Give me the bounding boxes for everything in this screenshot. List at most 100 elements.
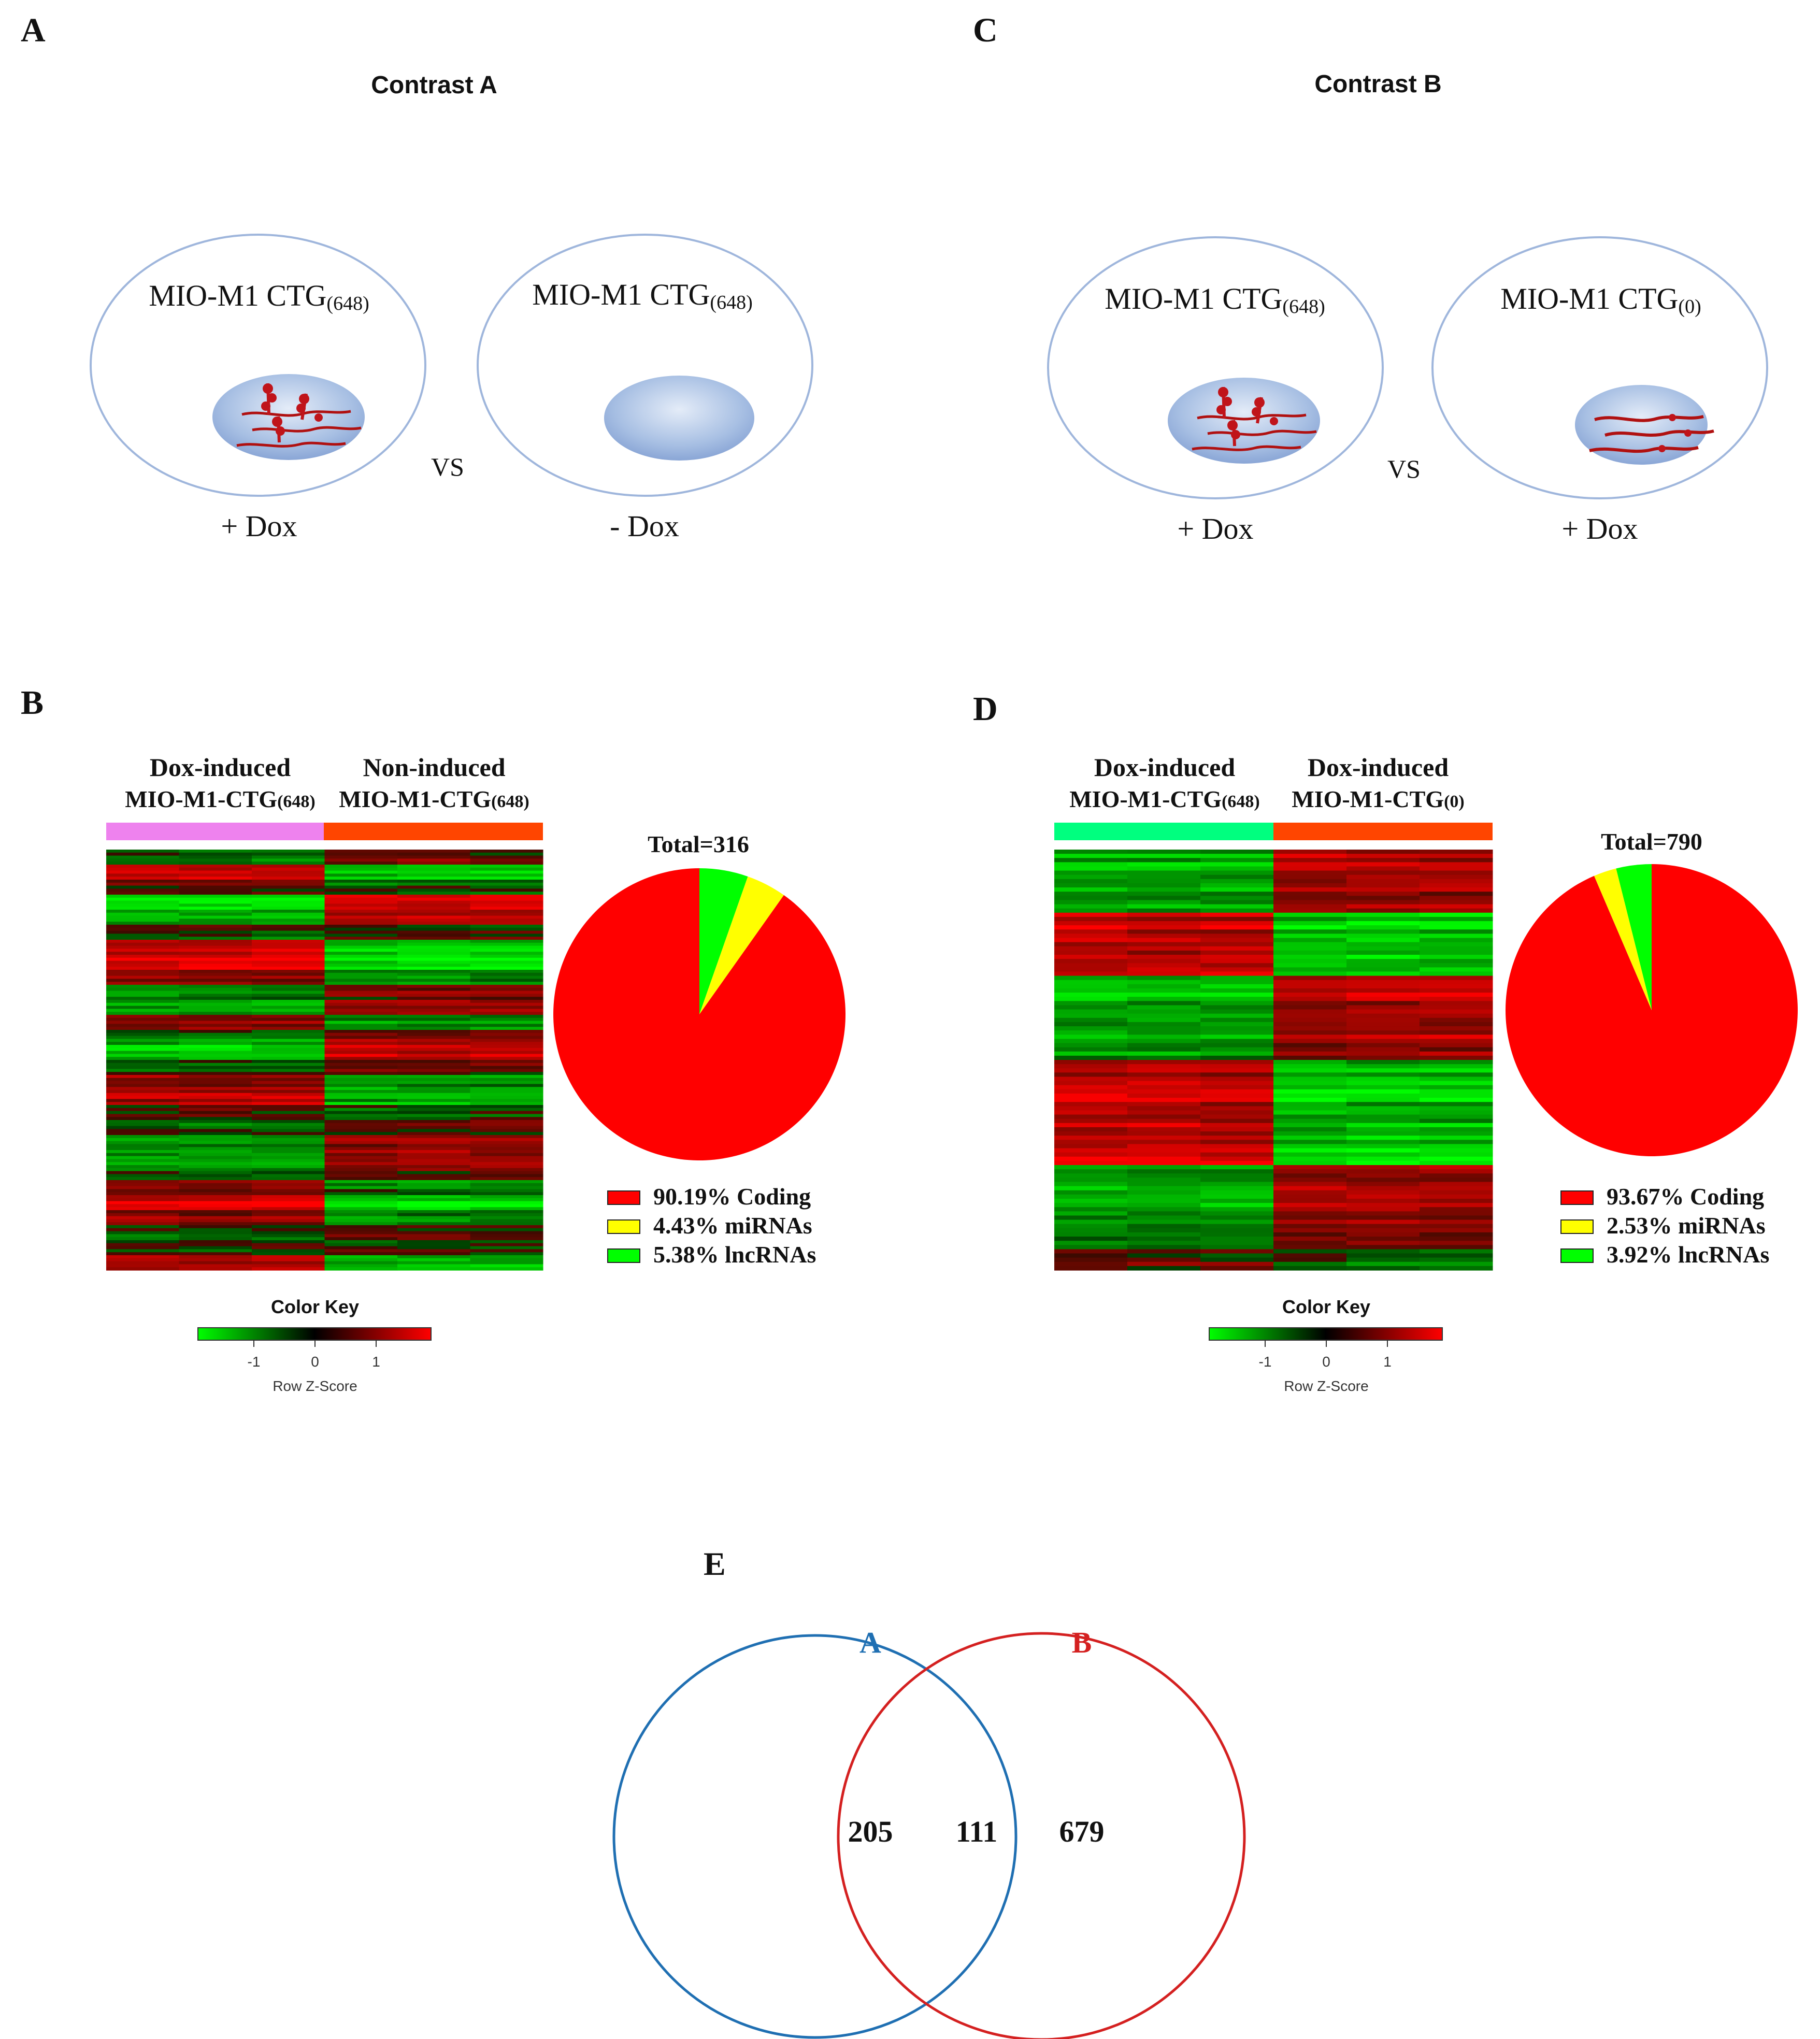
- heatmap-cell: [252, 1156, 325, 1159]
- heatmap-cell: [1346, 1131, 1420, 1136]
- legend-label-coding: 93.67% Coding: [1607, 1183, 1764, 1210]
- heatmap-cell: [470, 1047, 543, 1052]
- heatmap-cell: [1127, 850, 1201, 854]
- heatmap-cell: [397, 1117, 470, 1121]
- heatmap-cell: [1054, 1190, 1128, 1195]
- heatmap-cell: [470, 1032, 543, 1037]
- heatmap-cell: [252, 970, 325, 973]
- condition-left-A: + Dox: [221, 509, 297, 543]
- heatmap-cell: [179, 1150, 252, 1154]
- heatmap-cell: [1273, 874, 1347, 880]
- heatmap-cell: [1346, 950, 1420, 955]
- heatmap-cell: [1054, 1211, 1128, 1216]
- heatmap-cell: [1420, 1098, 1493, 1102]
- heatmap-cell: [1346, 1035, 1420, 1039]
- heatmap-cell: [1200, 1051, 1274, 1056]
- heatmap-cell: [1054, 1261, 1128, 1267]
- heatmap-cell: [1273, 879, 1347, 884]
- heatmap-cell: [252, 940, 325, 943]
- heatmap-cell: [106, 1243, 179, 1247]
- heatmap-cell: [397, 922, 470, 925]
- heatmap-cell: [1346, 1072, 1420, 1078]
- heatmap-cell: [1273, 896, 1347, 901]
- pie-chart-D: [1505, 864, 1798, 1156]
- heatmap-cell: [1127, 1160, 1201, 1166]
- heatmap-cell: [179, 955, 252, 958]
- heatmap-cell: [1420, 1165, 1493, 1170]
- heatmap-cell: [1273, 1198, 1347, 1203]
- heatmap-cell: [1127, 912, 1201, 917]
- heatmap-cell: [1054, 1144, 1128, 1149]
- heatmap-cell: [470, 945, 543, 949]
- venn-label-B: B: [1072, 1626, 1092, 1659]
- heatmap-cell: [1127, 1228, 1201, 1233]
- heatmap-cell: [397, 1243, 470, 1247]
- heatmap-cell: [1346, 963, 1420, 968]
- heatmap-cell: [1127, 1005, 1201, 1010]
- heatmap-cell: [1127, 900, 1201, 905]
- heatmap-cell: [252, 858, 325, 862]
- heatmap-cell: [1127, 1051, 1201, 1056]
- heatmap-cell: [1200, 1156, 1274, 1161]
- cell-left-C: [1047, 236, 1384, 499]
- heatmap-cell: [1273, 1237, 1347, 1241]
- heatmap-cell: [1200, 1169, 1274, 1174]
- heatmap-cell: [1054, 1047, 1128, 1052]
- heatmap-cell: [1127, 984, 1201, 989]
- color-key-tick: -1: [1259, 1354, 1272, 1370]
- heatmap-cell: [324, 937, 398, 940]
- heatmap-cell: [324, 852, 398, 856]
- heatmap-cell: [397, 1135, 470, 1139]
- panel-letter-A: A: [21, 11, 46, 49]
- heatmap-cell: [397, 945, 470, 949]
- heatmap-cell: [1273, 1207, 1347, 1212]
- heatmap-cell: [397, 925, 470, 928]
- heatmap-cell: [470, 861, 543, 865]
- heatmap-cell: [252, 1129, 325, 1132]
- heatmap-cell: [1346, 866, 1420, 871]
- heatmap-cell: [470, 873, 543, 877]
- heatmap-cell: [1054, 892, 1128, 896]
- heatmap-cell: [252, 1231, 325, 1234]
- heatmap-cell: [106, 1036, 179, 1039]
- heatmap-cell: [324, 1015, 398, 1018]
- heatmap-cell: [324, 990, 398, 994]
- heatmap-cell: [470, 1126, 543, 1129]
- heatmap-cell: [1420, 1245, 1493, 1250]
- heatmap-cell: [106, 1054, 179, 1057]
- heatmap-cell: [1420, 942, 1493, 947]
- heatmap-cell: [179, 1207, 252, 1211]
- heatmap-cell: [1200, 1224, 1274, 1229]
- legend-swatch-lncrnas: [1560, 1248, 1594, 1263]
- heatmap-cell: [1346, 858, 1420, 863]
- heatmap-cell: [1346, 1055, 1420, 1060]
- heatmap-cell: [397, 1108, 470, 1112]
- heatmap-cell: [1127, 929, 1201, 934]
- heatmap-cell: [179, 949, 252, 952]
- heatmap-cell: [470, 918, 543, 922]
- heatmap-cell: [179, 1210, 252, 1214]
- heatmap-cell: [470, 1036, 543, 1039]
- heatmap-cell: [470, 1132, 543, 1136]
- heatmap-cell: [324, 1147, 398, 1151]
- heatmap-cell: [179, 1189, 252, 1193]
- heatmap-cell: [1200, 892, 1274, 896]
- heatmap-cell: [1127, 1102, 1201, 1107]
- heatmap-cell: [1200, 1043, 1274, 1048]
- heatmap-cell: [106, 1108, 179, 1112]
- heatmap-cell: [1420, 1156, 1493, 1161]
- heatmap-cell: [1420, 1022, 1493, 1027]
- heatmap-cell: [324, 1207, 398, 1211]
- heatmap-cell: [1273, 971, 1347, 977]
- heatmap-cell: [106, 1177, 179, 1181]
- heatmap-cell: [252, 880, 325, 883]
- color-key-tick: 0: [311, 1354, 319, 1370]
- heatmap-cell: [397, 1036, 470, 1039]
- heatmap-cell: [397, 870, 470, 874]
- heatmap-cell: [1054, 900, 1128, 905]
- heatmap-cell: [1273, 1089, 1347, 1094]
- heatmap-cell: [1054, 1194, 1128, 1199]
- heatmap-cell: [179, 1102, 252, 1105]
- heatmap-cell: [1346, 1160, 1420, 1166]
- heatmap-cell: [324, 850, 398, 853]
